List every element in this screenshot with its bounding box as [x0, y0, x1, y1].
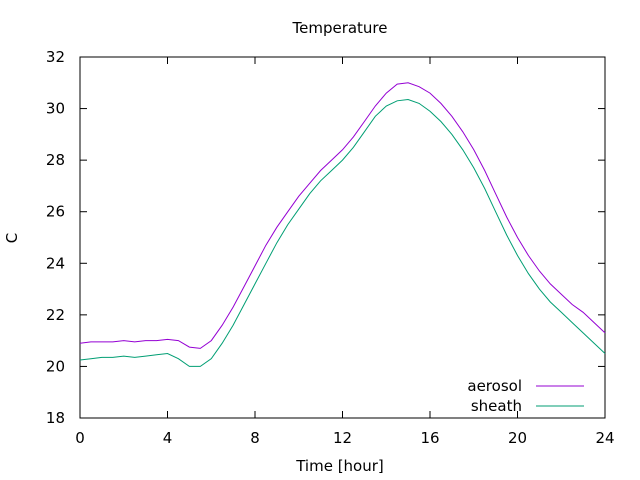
series-layer [79, 82, 606, 367]
y-tick-label: 22 [46, 306, 65, 324]
y-tick-label: 28 [46, 151, 65, 169]
x-tick-label: 8 [250, 429, 260, 447]
series-line-aerosol [79, 82, 606, 349]
y-tick-label: 26 [46, 203, 65, 221]
plot-frame [79, 56, 606, 419]
series-line-sheath [79, 98, 606, 367]
x-axis: 0 4 8 12 16 20 24 [75, 57, 615, 447]
y-tick-label: 20 [46, 357, 65, 375]
chart-title: Temperature [291, 19, 387, 37]
x-tick-label: 24 [595, 429, 614, 447]
y-axis: 18 20 22 24 26 28 30 32 [46, 48, 605, 427]
x-tick-label: 16 [420, 429, 439, 447]
y-tick-label: 32 [46, 48, 65, 66]
legend-label-sheath: sheath [471, 397, 522, 415]
x-tick-label: 20 [508, 429, 527, 447]
y-axis-label: C [3, 233, 21, 243]
x-tick-label: 12 [333, 429, 352, 447]
legend-label-aerosol: aerosol [467, 377, 522, 395]
y-tick-label: 24 [46, 254, 65, 272]
y-tick-label: 18 [46, 409, 65, 427]
x-tick-label: 4 [163, 429, 173, 447]
legend: aerosol sheath [467, 377, 584, 415]
x-axis-label: Time [hour] [295, 457, 384, 475]
y-tick-label: 30 [46, 100, 65, 118]
x-tick-label: 0 [75, 429, 85, 447]
